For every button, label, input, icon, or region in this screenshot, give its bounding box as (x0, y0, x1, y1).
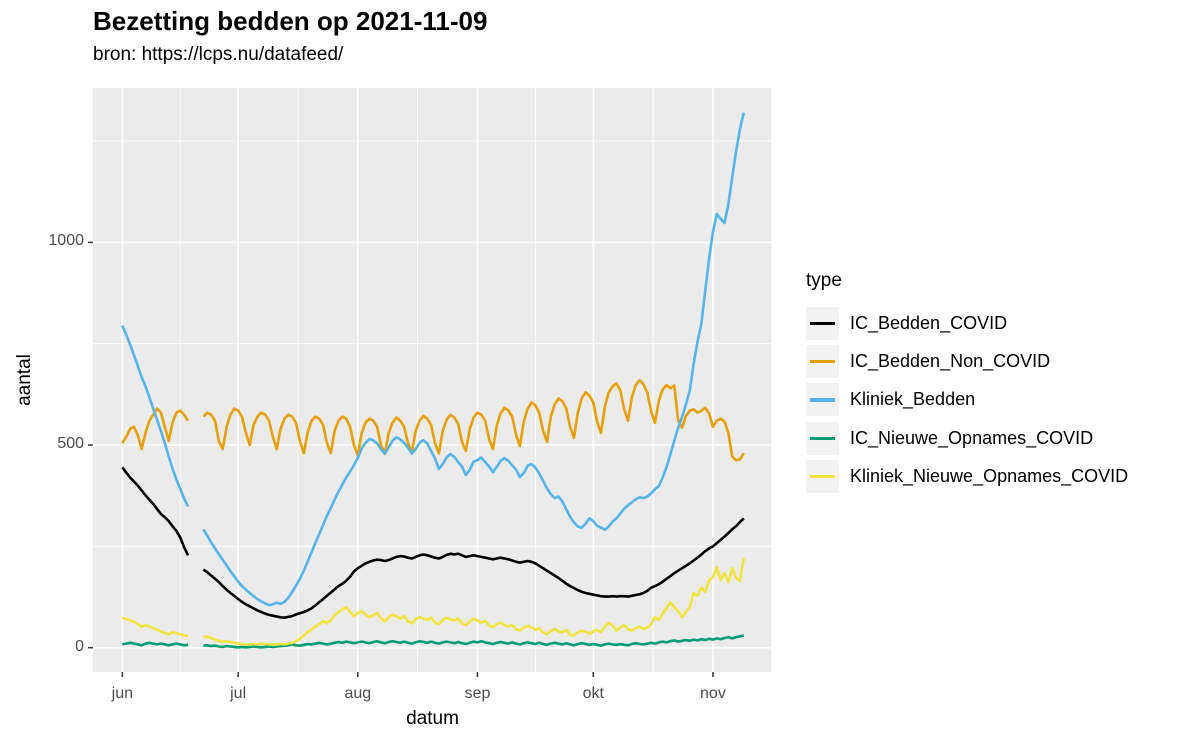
y-axis-title: aantal (14, 354, 35, 406)
series-line-IC_Nieuwe_Opnames_COVID (122, 641, 189, 647)
plot-panel (93, 88, 772, 672)
legend-key (806, 459, 839, 493)
page-subtitle: bron: https://lcps.nu/datafeed/ (93, 44, 344, 65)
legend-entry: IC_Bedden_Non_COVID (806, 342, 1128, 380)
legend-label: Kliniek_Bedden (850, 389, 976, 410)
legend-label: IC_Nieuwe_Opnames_COVID (850, 427, 1094, 448)
legend-entry: IC_Bedden_COVID (806, 304, 1128, 342)
legend-key-line-icon (810, 436, 835, 440)
legend-entry: IC_Nieuwe_Opnames_COVID (806, 419, 1128, 457)
x-tick-label: aug (344, 685, 372, 702)
legend-key-line-icon (810, 359, 835, 364)
page-title: Bezetting bedden op 2021-11-09 (93, 6, 488, 36)
series-line-Kliniek_Bedden (202, 112, 746, 607)
x-axis-title: datum (406, 708, 459, 729)
legend-key (806, 421, 839, 455)
legend: type IC_Bedden_COVID IC_Bedden_Non_COVID K… (806, 270, 1128, 495)
series-line-IC_Bedden_COVID (202, 517, 745, 619)
series-line-IC_Bedden_Non_COVID (202, 378, 745, 462)
series-line-Kliniek_Nieuwe_Opnames_COVID (121, 616, 189, 638)
y-tick-label: 500 (57, 435, 84, 453)
legend-label: Kliniek_Nieuwe_Opnames_COVID (850, 465, 1129, 486)
series-line-IC_Bedden_COVID (121, 466, 190, 556)
legend-key (806, 383, 839, 417)
x-tick-label: jun (111, 685, 133, 702)
series-line-Kliniek_Nieuwe_Opnames_COVID (203, 557, 746, 647)
legend-key-line-icon (810, 398, 835, 402)
legend-entry: Kliniek_Nieuwe_Opnames_COVID (806, 457, 1128, 495)
x-tick-label: okt (582, 685, 604, 702)
legend-key-line-icon (810, 321, 835, 326)
series-line-Kliniek_Bedden (121, 324, 190, 508)
x-tick-label: jul (230, 685, 247, 702)
x-tick-label: sep (464, 685, 491, 702)
legend-title: type (806, 270, 842, 291)
x-tick-label: nov (700, 685, 726, 702)
y-tick-label: 0 (75, 637, 84, 655)
legend-label: IC_Bedden_Non_COVID (850, 350, 1051, 371)
legend-key (806, 306, 839, 340)
y-tick-label: 1000 (48, 232, 84, 250)
legend-key (806, 344, 839, 378)
legend-label: IC_Bedden_COVID (850, 312, 1008, 333)
series-line-IC_Nieuwe_Opnames_COVID (203, 634, 745, 649)
legend-entry: Kliniek_Bedden (806, 381, 1128, 419)
legend-key-line-icon (810, 474, 835, 479)
